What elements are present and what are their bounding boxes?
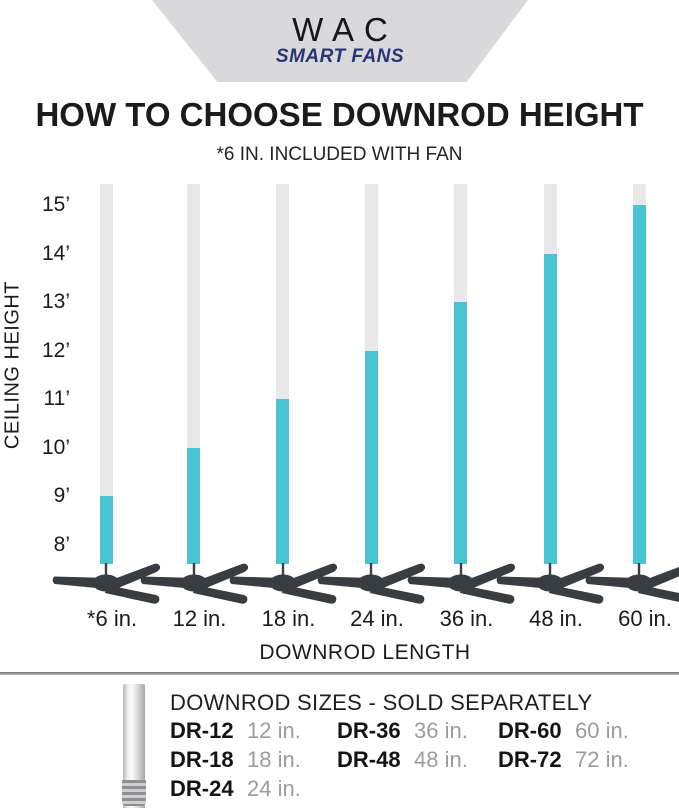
ceiling-fan-icon bbox=[139, 563, 259, 609]
size-column: DR-60 60 in. DR-72 72 in. bbox=[498, 718, 629, 776]
brand-logo: WAC bbox=[292, 11, 398, 48]
size-code: DR-24 bbox=[170, 776, 234, 801]
downrod-bar-teal bbox=[543, 253, 557, 564]
footer-heading: DOWNROD SIZES - SOLD SEPARATELY bbox=[170, 690, 593, 715]
size-row: DR-36 36 in. bbox=[337, 718, 468, 747]
downrod-bar-gray bbox=[364, 184, 378, 351]
size-column: DR-12 12 in. DR-18 18 in. DR-24 24 in. bbox=[170, 718, 301, 805]
ceiling-fan-icon bbox=[584, 563, 679, 609]
downrod-bar-gray bbox=[454, 184, 467, 303]
size-value: 24 in. bbox=[247, 776, 301, 801]
page-subtitle: *6 IN. INCLUDED WITH FAN bbox=[216, 144, 463, 165]
downrod-bar-teal bbox=[364, 350, 378, 564]
size-code: DR-18 bbox=[170, 747, 234, 772]
fan-svg bbox=[317, 563, 426, 604]
downrod-bar-gray bbox=[632, 184, 646, 205]
size-code: DR-72 bbox=[498, 747, 562, 772]
size-row: DR-60 60 in. bbox=[498, 718, 629, 747]
size-row: DR-24 24 in. bbox=[170, 776, 301, 805]
y-axis-title: CEILING HEIGHT bbox=[1, 280, 24, 450]
x-axis-title: DOWNROD LENGTH bbox=[259, 641, 471, 664]
ceiling-fan-icon bbox=[406, 563, 526, 609]
size-value: 18 in. bbox=[247, 747, 301, 772]
size-column: DR-36 36 in. DR-48 48 in. bbox=[337, 718, 468, 776]
size-code: DR-48 bbox=[337, 747, 401, 772]
y-tick-label: 11’ bbox=[43, 387, 70, 411]
fan-svg bbox=[496, 563, 605, 604]
downrod-bar-teal bbox=[632, 205, 646, 564]
downrod-bar-gray bbox=[99, 184, 113, 497]
x-tick-label: *6 in. bbox=[86, 606, 138, 631]
y-tick-label: 12’ bbox=[41, 338, 70, 362]
downrod-photo bbox=[122, 684, 146, 808]
size-code: DR-60 bbox=[498, 718, 562, 743]
downrod-bar-teal bbox=[276, 399, 289, 564]
size-row: DR-12 12 in. bbox=[170, 718, 301, 747]
size-value: 36 in. bbox=[414, 718, 468, 743]
x-tick-label: 36 in. bbox=[439, 606, 494, 631]
downrod-bar-teal bbox=[99, 496, 113, 564]
y-tick-label: 13’ bbox=[41, 290, 70, 314]
page-title: HOW TO CHOOSE DOWNROD HEIGHT bbox=[35, 96, 644, 133]
ceiling-fan-icon bbox=[51, 563, 171, 609]
downrod-bar-teal bbox=[454, 302, 467, 564]
downrod-bar-gray bbox=[543, 184, 557, 254]
size-value: 12 in. bbox=[247, 718, 301, 743]
fan-svg bbox=[52, 563, 161, 604]
x-tick-label: 12 in. bbox=[172, 606, 227, 631]
fan-svg bbox=[407, 563, 515, 604]
x-tick-label: 18 in. bbox=[261, 606, 316, 631]
size-row: DR-18 18 in. bbox=[170, 747, 301, 776]
downrod-thread bbox=[122, 780, 146, 806]
brand-banner: WAC SMART FANS bbox=[152, 0, 528, 82]
fan-svg bbox=[585, 563, 679, 602]
x-tick-label: 60 in. bbox=[618, 606, 672, 631]
y-tick-label: 8’ bbox=[53, 533, 70, 556]
y-tick-label: 9’ bbox=[53, 484, 70, 508]
size-row: DR-48 48 in. bbox=[337, 747, 468, 776]
divider-line bbox=[0, 672, 679, 675]
fan-svg bbox=[140, 563, 248, 604]
size-value: 72 in. bbox=[575, 747, 629, 772]
downrod-bar-gray bbox=[187, 184, 200, 448]
ceiling-fan-icon bbox=[228, 563, 348, 609]
downrod-bar-teal bbox=[187, 447, 200, 564]
size-value: 48 in. bbox=[414, 747, 468, 772]
y-tick-label: 10’ bbox=[41, 435, 70, 459]
x-tick-label: 24 in. bbox=[350, 606, 404, 631]
size-row: DR-72 72 in. bbox=[498, 747, 629, 776]
brand-tagline: SMART FANS bbox=[275, 46, 405, 67]
ceiling-fan-icon bbox=[316, 563, 436, 609]
downrod-bar-gray bbox=[276, 184, 289, 400]
x-tick-label: 48 in. bbox=[529, 606, 583, 631]
ceiling-fan-icon bbox=[495, 563, 615, 609]
size-value: 60 in. bbox=[575, 718, 629, 743]
y-tick-label: 14’ bbox=[41, 241, 70, 265]
size-code: DR-36 bbox=[337, 718, 401, 743]
fan-svg bbox=[229, 563, 337, 604]
size-code: DR-12 bbox=[170, 718, 234, 743]
y-tick-label: 15’ bbox=[41, 193, 70, 216]
